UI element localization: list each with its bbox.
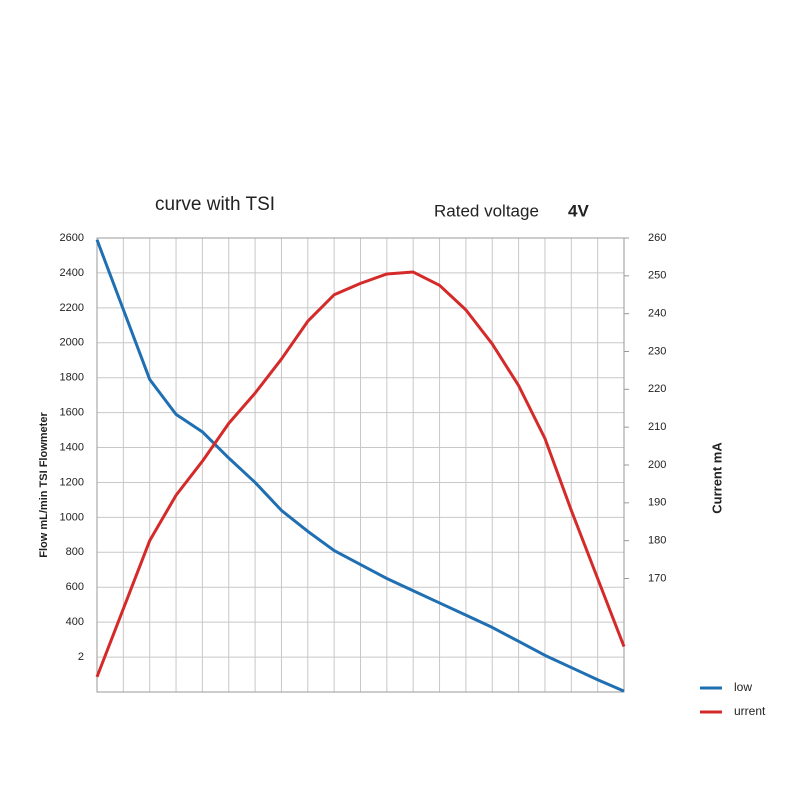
plot-frame bbox=[96, 237, 625, 693]
voltage-value: 4V bbox=[568, 201, 589, 220]
chart-title: curve with TSI bbox=[155, 194, 275, 215]
y-tick-label: 2400 bbox=[60, 267, 84, 279]
y-tick-label: 800 bbox=[66, 546, 84, 558]
y2-tick-label: 240 bbox=[648, 308, 666, 320]
y2-tick-label: 180 bbox=[648, 535, 666, 547]
y2-tick-label: 190 bbox=[648, 497, 666, 509]
y2-tick-label: 250 bbox=[648, 270, 666, 282]
y-axis-label: Flow mL/min TSI Flowmeter bbox=[38, 412, 50, 558]
y2-tick-label: 200 bbox=[648, 459, 666, 471]
y-tick-label: 600 bbox=[66, 581, 84, 593]
y-tick-label: 1200 bbox=[60, 476, 84, 488]
y-tick-label: 1000 bbox=[60, 511, 84, 523]
y2-tick-label: 210 bbox=[648, 421, 666, 433]
y-tick-label: 2 bbox=[78, 651, 84, 663]
y2-axis-label: Current mA bbox=[709, 442, 724, 514]
y2-tick-label: 170 bbox=[648, 572, 666, 584]
y-tick-label: 2600 bbox=[60, 232, 84, 244]
series-line bbox=[95, 270, 626, 678]
y2-tick-label: 230 bbox=[648, 345, 666, 357]
y2-tick-label: 260 bbox=[648, 232, 666, 244]
y-tick-label: 400 bbox=[66, 616, 84, 628]
y-tick-label: 1600 bbox=[60, 407, 84, 419]
y2-tick-label: 220 bbox=[648, 383, 666, 395]
legend-label: urrent bbox=[734, 704, 766, 718]
y-tick-label: 2200 bbox=[60, 302, 84, 314]
legend-label: low bbox=[734, 680, 752, 694]
y-tick-label: 1400 bbox=[60, 441, 84, 453]
chart-subtitle: Rated voltage bbox=[434, 201, 539, 220]
y-tick-label: 2000 bbox=[60, 337, 84, 349]
series-line bbox=[95, 239, 625, 693]
y-tick-label: 1800 bbox=[60, 372, 84, 384]
